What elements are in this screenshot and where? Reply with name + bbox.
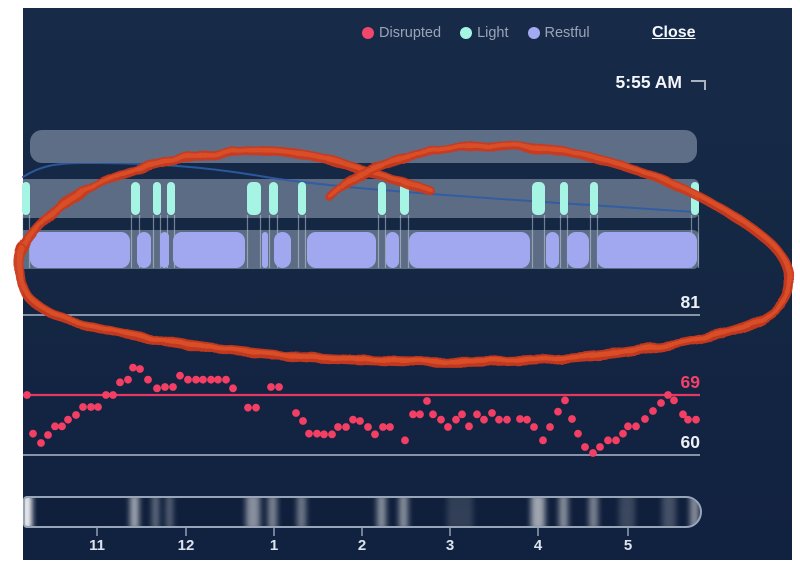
scrubber-activity-streak [589, 498, 598, 526]
restful-sleep-segment [307, 232, 376, 268]
x-axis-label-4: 4 [533, 537, 543, 554]
x-axis-label-1: 1 [269, 537, 279, 554]
scrubber-activity-streak [268, 498, 277, 526]
restful-sleep-segment [386, 232, 399, 268]
light-sleep-segment [560, 182, 568, 215]
legend-item-restful: Restful [527, 25, 590, 41]
light-dot-icon [460, 27, 473, 39]
scrubber-activity-streak [297, 498, 306, 526]
restful-sleep-segment [30, 232, 130, 268]
restful-sleep-segment [567, 232, 589, 268]
scrubber-activity-streak [619, 498, 635, 526]
x-axis-label-5: 5 [623, 537, 633, 554]
scrubber-activity-streak [559, 498, 568, 526]
scrubber-activity-streak [166, 498, 173, 526]
light-sleep-segment [400, 182, 409, 215]
restful-sleep-segment [137, 232, 151, 268]
light-sleep-segment [590, 182, 598, 215]
restful-sleep-segment [173, 232, 245, 268]
legend-item-disrupted: Disrupted [362, 25, 441, 41]
x-axis-label-12: 12 [177, 537, 195, 554]
scrubber-activity-streak [690, 498, 699, 526]
scrubber-activity-streak [130, 498, 139, 526]
restful-dot-icon [527, 27, 540, 39]
restful-sleep-segment [597, 232, 697, 268]
restful-sleep-segment [262, 232, 268, 268]
light-sleep-segment [298, 182, 306, 215]
close-button[interactable]: Close [652, 24, 696, 41]
scrubber-activity-streak [399, 498, 408, 526]
light-sleep-segment [691, 182, 699, 215]
light-sleep-segment [153, 182, 161, 215]
wake-time-label: 5:55 AM [615, 72, 682, 92]
wake-marker-icon [691, 79, 706, 90]
scrubber-activity-streak [531, 498, 545, 526]
light-sleep-segment [131, 182, 140, 215]
legend-label: Light [477, 25, 509, 41]
light-sleep-segment [247, 182, 261, 215]
hr-reference-label-81: 81 [680, 292, 700, 312]
light-sleep-segment [532, 182, 545, 215]
legend-label: Disrupted [379, 25, 442, 41]
scrubber-activity-streak [447, 498, 473, 526]
scrubber-activity-streak [246, 498, 260, 526]
light-sleep-segment [269, 182, 278, 215]
awake-bar [30, 130, 697, 163]
x-axis-label-11: 11 [89, 537, 105, 554]
disrupted-dot-icon [362, 27, 374, 39]
light-sleep-segment [378, 182, 386, 215]
scrubber-activity-streak [377, 498, 386, 526]
legend-label: Restful [544, 25, 590, 41]
scrubber-activity-streak [25, 498, 32, 526]
restful-sleep-segment [160, 232, 169, 268]
legend: Disrupted Light Restful [362, 25, 590, 41]
legend-item-light: Light [460, 25, 509, 41]
x-axis-label-2: 2 [357, 537, 367, 554]
x-axis-label-3: 3 [445, 537, 455, 554]
scrubber-activity-streak [152, 498, 159, 526]
hr-reference-label-69: 69 [680, 372, 700, 392]
restful-sleep-segment [409, 232, 530, 268]
wake-time: 5:55 AM [560, 72, 706, 93]
timeline-scrubber[interactable] [23, 496, 702, 528]
light-sleep-segment [22, 182, 30, 215]
restful-sleep-segment [546, 232, 559, 268]
restful-sleep-segment [274, 232, 291, 268]
hr-reference-label-60: 60 [680, 432, 700, 452]
scrubber-activity-streak [662, 498, 676, 526]
light-sleep-segment [167, 182, 175, 215]
